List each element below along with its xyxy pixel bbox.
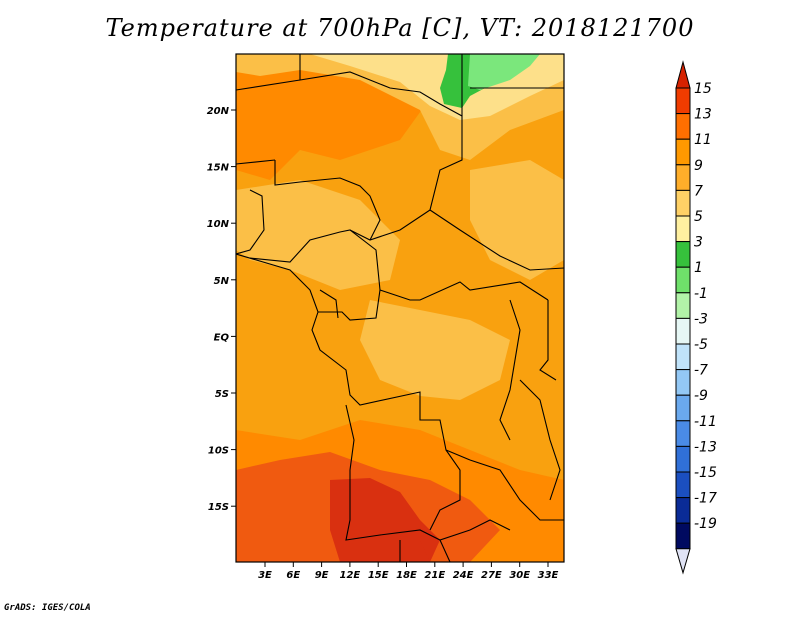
colorbar-segment	[675, 138, 691, 166]
colorbar-segment	[675, 369, 691, 396]
lat-tick-label: 5N	[214, 276, 230, 287]
lon-tick-label: 6E	[286, 570, 300, 581]
lon-tick-label: 27E	[481, 570, 502, 581]
lon-tick-label: 30E	[509, 570, 530, 581]
border-cameroon-south	[236, 253, 381, 321]
colorbar-label: -11	[694, 414, 717, 430]
colorbar-segment	[675, 164, 691, 191]
colorbar-label: 15	[694, 81, 712, 97]
lon-tick-label: 18E	[396, 570, 417, 581]
colorbar-label: 3	[694, 235, 703, 251]
field-cool-area-west	[236, 180, 400, 290]
colorbar-segment	[675, 394, 691, 422]
credit-text: GrADS: IGES/COLA	[4, 603, 91, 613]
colorbar-label: 7	[694, 183, 703, 199]
border-car	[379, 281, 549, 301]
colorbar-segment	[675, 241, 691, 268]
colorbar-segment	[675, 420, 691, 447]
lat-tick-label: 20N	[207, 106, 230, 117]
border-angola-namibia	[345, 404, 511, 541]
lon-tick-label: 15E	[368, 570, 389, 581]
lon-tick-label: 33E	[538, 570, 559, 581]
map-frame	[235, 53, 565, 563]
border-tanzania	[519, 379, 561, 501]
lat-tick-label: 10S	[208, 446, 229, 457]
colorbar: 15 13 11 9 7 5 3 1 -1 -3 -5 -7 -9 -11 -13 -15 -17 -19	[675, 60, 717, 575]
field-cool-area-central	[360, 300, 510, 400]
colorbar-segment	[675, 266, 691, 294]
colorbar-segment	[675, 445, 691, 473]
colorbar-segment	[675, 522, 691, 550]
colorbar-label: -7	[694, 363, 708, 379]
colorbar-label: -17	[694, 491, 717, 507]
lon-tick-label: 3E	[258, 570, 272, 581]
colorbar-label: 5	[694, 209, 703, 225]
field-hottest-core	[350, 525, 430, 562]
colorbar-segment	[675, 87, 691, 115]
colorbar-segment	[675, 113, 691, 140]
border-mali	[236, 159, 276, 165]
lat-tick-label: EQ	[214, 332, 230, 343]
lon-tick-label: 9E	[315, 570, 329, 581]
longitude-axis: 3E 6E 9E 12E 15E 18E 21E 24E 27E 30E 33E	[258, 562, 559, 581]
colorbar-label: -13	[694, 439, 717, 455]
border-niger-nigeria	[274, 160, 381, 241]
country-borders	[236, 54, 564, 562]
chart-title: Temperature at 700hPa [C], VT: 201812170…	[105, 14, 695, 42]
lon-tick-label: 24E	[453, 570, 474, 581]
border-benin	[236, 189, 265, 255]
border-mozambique	[469, 459, 564, 521]
border-zambia	[429, 449, 461, 531]
lat-tick-label: 15N	[207, 163, 230, 174]
lat-tick-label: 5S	[215, 389, 229, 400]
lon-tick-label: 21E	[424, 570, 445, 581]
colorbar-label: -1	[694, 286, 708, 302]
colorbar-label: -15	[694, 465, 717, 481]
colorbar-label: -5	[694, 337, 708, 353]
coast-gabon	[319, 289, 339, 319]
field-cool-area-east	[470, 160, 564, 280]
border-drc-angola	[311, 311, 471, 461]
colorbar-top-arrow	[675, 60, 691, 89]
colorbar-bottom-arrow	[675, 548, 691, 575]
colorbar-segment	[675, 317, 691, 345]
latitude-axis: 20N 15N 10N 5N EQ 5S 10S 15S	[207, 106, 236, 513]
border-lakes	[499, 299, 521, 441]
colorbar-segment	[675, 343, 691, 371]
colorbar-label: 11	[694, 132, 712, 148]
colorbar-label: 1	[694, 260, 703, 276]
colorbar-label: 13	[694, 107, 712, 123]
colorbar-label: 9	[694, 158, 703, 174]
colorbar-segment	[675, 292, 691, 319]
colorbar-segment	[675, 215, 691, 243]
colorbar-segment	[675, 497, 691, 524]
lat-tick-label: 10N	[207, 219, 230, 230]
border-uganda-kenya	[539, 300, 557, 381]
border-algeria	[236, 79, 301, 91]
colorbar-label: -3	[694, 311, 708, 327]
colorbar-label: -19	[694, 516, 717, 532]
colorbar-label: -9	[694, 388, 708, 404]
colorbar-segment	[675, 189, 691, 217]
temperature-field	[236, 54, 564, 562]
field-lightgreen-area	[468, 54, 540, 90]
lon-tick-label: 12E	[340, 570, 361, 581]
border-sudan	[429, 209, 564, 271]
colorbar-segment	[675, 471, 691, 499]
border-nigeria-cameroon	[249, 229, 381, 291]
lat-tick-label: 15S	[208, 502, 229, 513]
border-zimbabwe	[439, 539, 451, 562]
